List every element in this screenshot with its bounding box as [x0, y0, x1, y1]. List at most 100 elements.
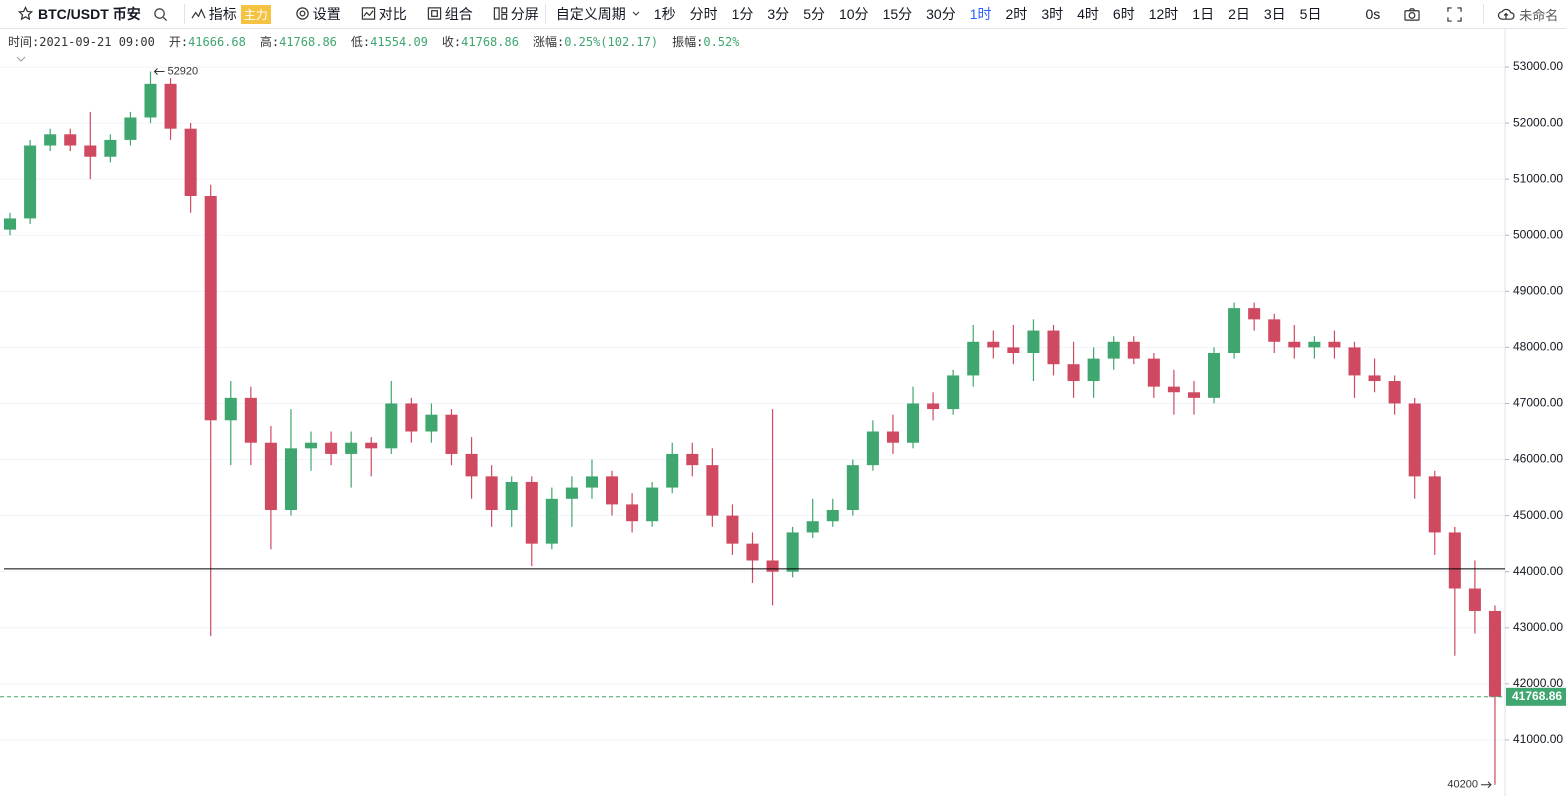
interval[interactable]: 分时	[689, 6, 718, 22]
interval[interactable]: 6时	[1112, 6, 1135, 22]
interval[interactable]: 10分	[838, 6, 869, 22]
candle-body	[325, 442, 338, 454]
candle-body	[305, 442, 318, 449]
collapse-caret	[16, 56, 26, 62]
y-tick-label: 41000.00	[1513, 732, 1563, 746]
settings-text: 设置	[312, 6, 341, 22]
interval[interactable]: 3分	[767, 6, 790, 22]
info-label: 振幅:	[672, 34, 703, 49]
dropdown-caret	[632, 11, 640, 16]
interval[interactable]: 30分	[926, 6, 956, 22]
candle-body	[866, 431, 879, 466]
candle-body	[224, 397, 237, 421]
interval[interactable]: 3日	[1263, 6, 1286, 22]
chart: 时间:2021-09-21 09:00 开:41666.68 高:41768.86 低…	[0, 29, 1566, 796]
custom-period[interactable]: 自定义周期	[555, 6, 626, 22]
y-tick-label: 52000.00	[1513, 115, 1563, 129]
candle-body	[947, 375, 960, 410]
symbol-text: BTC/USDT	[38, 6, 109, 22]
info-value: 2021-09-21 09:00	[39, 35, 155, 49]
candle-body	[987, 341, 1000, 348]
candle-body	[1167, 386, 1180, 393]
interval[interactable]: 4时	[1077, 6, 1099, 22]
indicator-btn[interactable]: 指标	[191, 4, 237, 24]
candle-body	[1328, 341, 1341, 348]
candle-body	[806, 521, 819, 533]
main-badge[interactable]: 主力	[240, 4, 271, 24]
interval[interactable]: 1分	[731, 6, 754, 22]
info-value: 41768.86	[461, 35, 519, 49]
candle-body	[445, 414, 458, 454]
max-label: 52920	[168, 65, 199, 77]
candle-body	[666, 453, 679, 488]
candle-body	[505, 481, 518, 511]
candle-body	[244, 397, 257, 443]
candle-body	[24, 145, 37, 219]
info-label: 低:	[351, 35, 370, 49]
y-tick-label: 45000.00	[1513, 508, 1563, 522]
info-label: 时间:	[8, 35, 39, 49]
candle-body	[826, 510, 839, 522]
candle-body	[1308, 341, 1321, 348]
interval[interactable]: 1日	[1192, 6, 1215, 22]
candle-body	[786, 532, 799, 572]
interval[interactable]: 2日	[1228, 6, 1250, 22]
combine-btn[interactable]: 组合	[427, 4, 473, 24]
y-tick-label: 50000.00	[1513, 227, 1563, 241]
last-price-label: 41768.86	[1512, 689, 1562, 703]
compare-btn[interactable]: 对比	[361, 4, 407, 24]
candle-body	[365, 442, 378, 449]
info-label: 高:	[260, 34, 279, 49]
refresh[interactable]: 0s	[1365, 6, 1381, 22]
candle-body	[1268, 319, 1281, 342]
layout-btn[interactable]: 未命名	[1496, 5, 1558, 24]
info-value: 41554.09	[370, 35, 428, 49]
candle-body	[1468, 588, 1481, 611]
candle-body	[1187, 392, 1200, 398]
candle-body	[284, 448, 297, 511]
candle-body	[1127, 341, 1140, 359]
max-arrow	[153, 68, 165, 75]
info-value: 0.25%(102.17)	[564, 35, 658, 49]
interval[interactable]: 5分	[803, 6, 825, 22]
interval[interactable]: 12时	[1148, 6, 1179, 22]
y-tick-label: 49000.00	[1513, 283, 1563, 297]
candle-body	[465, 453, 478, 477]
candle-body	[204, 195, 217, 421]
candle-body	[746, 543, 759, 561]
symbol[interactable]: BTC/USDT 币安	[17, 4, 141, 24]
split-btn[interactable]: 分屏	[493, 4, 539, 24]
fullscreen-icon[interactable]	[1447, 6, 1462, 22]
settings-btn[interactable]: 设置	[295, 4, 341, 24]
candle-body	[1388, 381, 1401, 404]
interval[interactable]: 3时	[1041, 6, 1064, 22]
candle-body	[184, 128, 197, 196]
interval[interactable]: 15分	[882, 6, 913, 22]
interval[interactable]: 1时	[969, 6, 992, 22]
layout-name: 未命名	[1519, 7, 1559, 23]
candle-body	[124, 117, 137, 140]
candle-body	[646, 487, 659, 522]
y-tick-label: 44000.00	[1513, 564, 1563, 578]
candle-body	[967, 341, 980, 376]
search-icon[interactable]	[153, 7, 168, 22]
candle-body	[1368, 375, 1381, 382]
camera-icon[interactable]	[1402, 7, 1422, 22]
candle-body	[44, 134, 57, 146]
candle-body	[626, 504, 639, 522]
candle-body	[1448, 532, 1461, 589]
interval[interactable]: 1秒	[653, 6, 676, 22]
interval[interactable]: 5日	[1299, 6, 1322, 22]
candle-body	[264, 442, 277, 511]
info-value: 41768.86	[279, 35, 337, 49]
candle-body	[345, 442, 358, 454]
interval[interactable]: 2时	[1005, 6, 1028, 22]
combine-text: 组合	[444, 6, 473, 22]
candle-body	[425, 414, 438, 432]
info-value: 41666.68	[188, 35, 246, 49]
candle-body	[1208, 352, 1221, 398]
candle-body	[525, 481, 538, 544]
candle-body	[385, 403, 398, 449]
candle-body	[1047, 330, 1060, 365]
y-tick-label: 53000.00	[1513, 59, 1563, 73]
